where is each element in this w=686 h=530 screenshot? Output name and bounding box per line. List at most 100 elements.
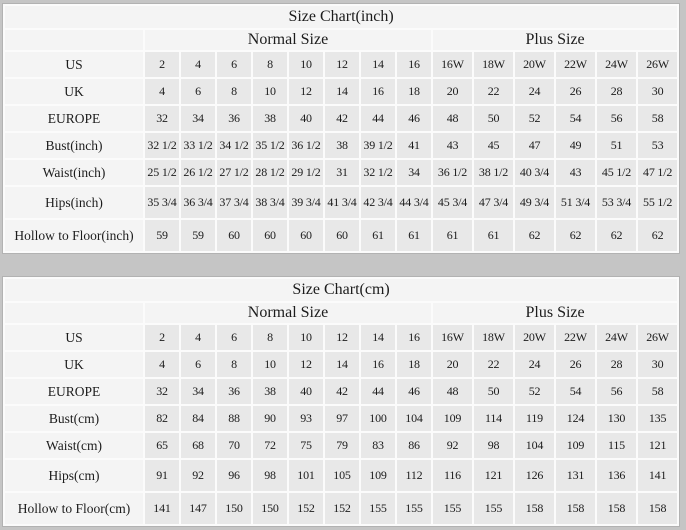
size-cell: 14 <box>325 79 359 104</box>
size-cell: 4 <box>181 52 215 77</box>
size-cell: 44 3/4 <box>397 187 431 218</box>
size-cell: 115 <box>597 433 636 458</box>
size-cell: 16 <box>361 79 395 104</box>
size-cell: 43 <box>433 133 472 158</box>
size-cell: 12 <box>325 325 359 350</box>
size-cell: 59 <box>181 220 215 251</box>
size-cell: 119 <box>515 406 554 431</box>
table-body: US 2 4 6 8 10 12 14 16 16W 18W 20W 22W 24W 26W UK 4 6 8 10 1… <box>5 52 678 251</box>
size-cell: 18W <box>474 52 513 77</box>
size-cell: 12 <box>325 52 359 77</box>
table-row: UK 4 6 8 10 12 14 16 18 20 22 24 26 28 30 <box>5 79 678 104</box>
corner-cell <box>5 30 143 50</box>
size-cell: 109 <box>433 406 472 431</box>
size-cell: 12 <box>289 79 323 104</box>
plus-size-header: Plus Size <box>433 30 678 50</box>
size-cell: 60 <box>289 220 323 251</box>
size-cell: 62 <box>515 220 554 251</box>
size-cell: 126 <box>515 460 554 491</box>
size-cell: 18 <box>397 79 431 104</box>
table-row: Normal Size Plus Size <box>5 303 678 323</box>
size-cell: 47 3/4 <box>474 187 513 218</box>
size-cell: 44 <box>361 379 395 404</box>
size-cell: 10 <box>289 52 323 77</box>
size-cell: 43 <box>556 160 595 185</box>
size-cell: 40 <box>289 379 323 404</box>
table-row: UK 4 6 8 10 12 14 16 18 20 22 24 26 28 30 <box>5 352 678 377</box>
size-cell: 24W <box>597 52 636 77</box>
size-cell: 33 1/2 <box>181 133 215 158</box>
size-cell: 121 <box>474 460 513 491</box>
size-cell: 62 <box>556 220 595 251</box>
size-cell: 48 <box>433 379 472 404</box>
size-cell: 98 <box>253 460 287 491</box>
size-cell: 6 <box>181 79 215 104</box>
size-cell: 141 <box>145 493 179 524</box>
size-cell: 56 <box>597 106 636 131</box>
size-cell: 27 1/2 <box>217 160 251 185</box>
size-cell: 10 <box>289 325 323 350</box>
size-chart-cm: Size Chart(cm) Normal Size Plus Size US 2… <box>2 276 681 527</box>
size-cell: 52 <box>515 106 554 131</box>
size-cell: 45 <box>474 133 513 158</box>
size-cell: 155 <box>433 493 472 524</box>
size-cell: 38 1/2 <box>474 160 513 185</box>
size-cell: 72 <box>253 433 287 458</box>
row-label: Hips(inch) <box>5 187 143 218</box>
size-cell: 55 1/2 <box>638 187 678 218</box>
row-label: Bust(cm) <box>5 406 143 431</box>
size-cell: 54 <box>556 379 595 404</box>
size-cell: 121 <box>638 433 678 458</box>
size-cell: 36 <box>217 106 251 131</box>
size-cell: 18W <box>474 325 513 350</box>
size-cell: 61 <box>474 220 513 251</box>
size-cell: 104 <box>397 406 431 431</box>
size-cell: 16W <box>433 52 472 77</box>
size-cell: 150 <box>253 493 287 524</box>
size-cell: 54 <box>556 106 595 131</box>
size-cell: 38 <box>325 133 359 158</box>
size-cell: 79 <box>325 433 359 458</box>
row-label: Hips(cm) <box>5 460 143 491</box>
size-cell: 46 <box>397 106 431 131</box>
size-cell: 47 1/2 <box>638 160 678 185</box>
size-cell: 2 <box>145 325 179 350</box>
table-row: Bust(inch) 32 1/2 33 1/2 34 1/2 35 1/2 36 1/2… <box>5 133 678 158</box>
size-cell: 25 1/2 <box>145 160 179 185</box>
size-cell: 26W <box>638 325 678 350</box>
size-cell: 32 <box>145 379 179 404</box>
size-cell: 35 3/4 <box>145 187 179 218</box>
size-cell: 114 <box>474 406 513 431</box>
size-cell: 26 <box>556 79 595 104</box>
row-label: UK <box>5 352 143 377</box>
size-cell: 36 <box>217 379 251 404</box>
size-cell: 34 1/2 <box>217 133 251 158</box>
row-label: Waist(inch) <box>5 160 143 185</box>
size-cell: 20W <box>515 325 554 350</box>
size-cell: 28 <box>597 352 636 377</box>
size-cell: 131 <box>556 460 595 491</box>
size-cell: 28 1/2 <box>253 160 287 185</box>
size-cell: 51 3/4 <box>556 187 595 218</box>
size-cell: 16 <box>397 325 431 350</box>
size-cell: 8 <box>217 79 251 104</box>
plus-size-header: Plus Size <box>433 303 678 323</box>
size-cell: 6 <box>217 52 251 77</box>
size-cell: 14 <box>325 352 359 377</box>
size-cell: 36 3/4 <box>181 187 215 218</box>
row-label: US <box>5 325 143 350</box>
size-cell: 155 <box>474 493 513 524</box>
size-cell: 86 <box>397 433 431 458</box>
size-cell: 51 <box>597 133 636 158</box>
size-cell: 14 <box>361 52 395 77</box>
size-cell: 20W <box>515 52 554 77</box>
size-cell: 92 <box>181 460 215 491</box>
size-cell: 61 <box>397 220 431 251</box>
size-cell: 42 <box>325 379 359 404</box>
size-cell: 104 <box>515 433 554 458</box>
table-row: Normal Size Plus Size <box>5 30 678 50</box>
size-cell: 62 <box>638 220 678 251</box>
row-label: EUROPE <box>5 106 143 131</box>
size-cell: 112 <box>397 460 431 491</box>
